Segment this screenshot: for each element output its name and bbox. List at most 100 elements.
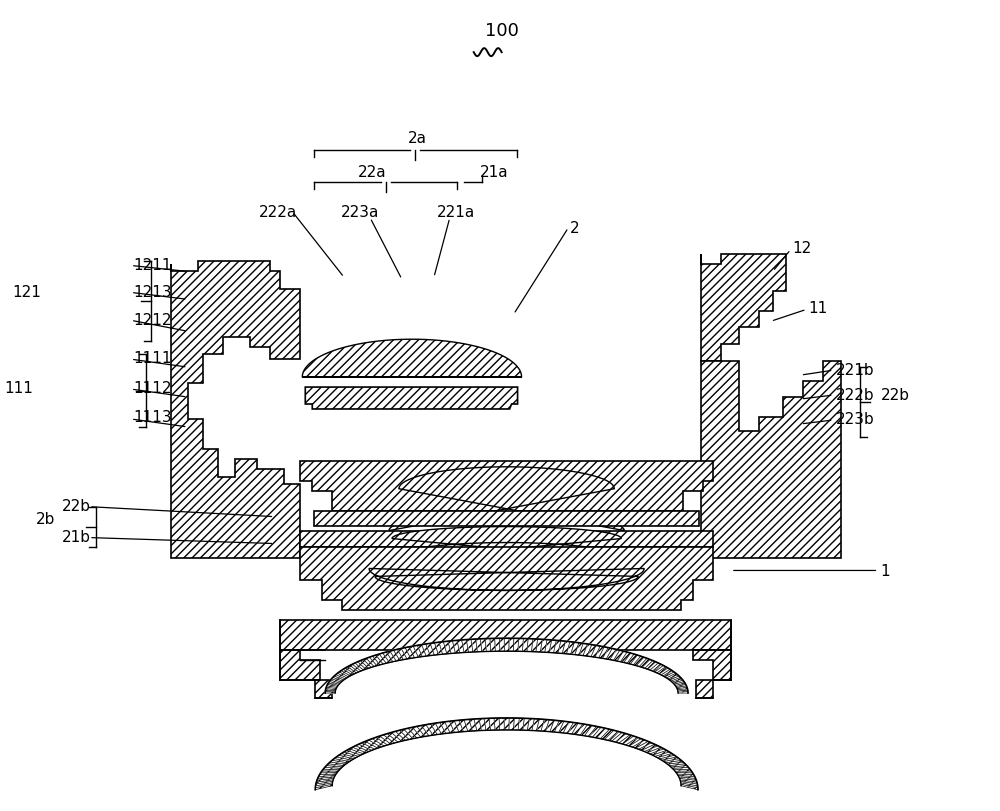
Polygon shape [639,659,650,667]
Polygon shape [632,740,648,749]
Polygon shape [701,255,786,362]
Polygon shape [645,661,656,669]
Polygon shape [336,755,354,760]
Polygon shape [315,784,332,790]
Polygon shape [659,668,670,675]
Polygon shape [647,747,664,754]
Polygon shape [680,780,697,784]
Polygon shape [550,720,559,732]
Polygon shape [678,692,688,693]
Polygon shape [485,639,491,652]
Polygon shape [454,720,463,732]
Polygon shape [662,757,679,762]
Polygon shape [345,667,356,674]
Polygon shape [562,642,570,654]
Polygon shape [325,692,335,693]
Polygon shape [595,646,604,658]
Polygon shape [596,728,610,739]
Polygon shape [317,777,334,780]
Polygon shape [636,658,647,667]
Polygon shape [513,638,519,651]
Polygon shape [499,638,504,651]
Polygon shape [457,640,464,653]
Polygon shape [369,656,380,666]
Polygon shape [300,531,713,547]
Polygon shape [323,767,341,770]
Polygon shape [417,726,429,736]
Text: 222b: 222b [836,387,874,402]
Text: 1: 1 [880,564,890,578]
Polygon shape [385,527,628,560]
Polygon shape [593,727,605,738]
Polygon shape [421,725,433,736]
Text: 221b: 221b [836,363,874,377]
Polygon shape [408,727,421,738]
Polygon shape [668,762,685,766]
Polygon shape [325,766,342,768]
Polygon shape [518,719,524,730]
Polygon shape [587,645,596,657]
Polygon shape [326,688,336,690]
Polygon shape [339,753,356,759]
Polygon shape [614,650,623,661]
Polygon shape [426,724,437,736]
Polygon shape [439,642,447,654]
Polygon shape [383,734,398,743]
Text: 100: 100 [485,22,519,41]
Polygon shape [661,669,672,676]
Polygon shape [536,719,544,732]
Polygon shape [652,664,663,672]
Polygon shape [362,741,378,749]
Polygon shape [359,743,375,750]
Polygon shape [300,547,713,611]
Polygon shape [413,646,422,658]
Text: 2b: 2b [36,512,55,526]
Polygon shape [657,753,674,759]
Text: 221a: 221a [437,205,475,220]
Polygon shape [352,746,369,753]
Text: 21b: 21b [62,530,91,544]
Polygon shape [650,663,661,672]
Polygon shape [471,639,477,652]
Polygon shape [474,719,481,731]
Polygon shape [673,680,684,684]
Polygon shape [352,663,363,672]
Polygon shape [405,647,414,659]
Polygon shape [509,718,514,730]
Polygon shape [334,675,345,680]
Polygon shape [305,388,518,410]
Polygon shape [610,650,620,660]
Polygon shape [676,684,686,688]
Polygon shape [325,690,335,692]
Polygon shape [639,743,655,750]
Polygon shape [584,726,596,736]
Text: 1212: 1212 [133,312,171,328]
Polygon shape [430,723,441,735]
Polygon shape [280,650,320,680]
Polygon shape [655,752,672,757]
Polygon shape [376,736,391,745]
Polygon shape [302,340,522,378]
Polygon shape [300,461,713,511]
Polygon shape [527,719,534,731]
Polygon shape [672,679,683,684]
Polygon shape [664,758,681,763]
Polygon shape [660,755,677,760]
Polygon shape [549,640,556,653]
Text: 21a: 21a [480,165,508,180]
Polygon shape [576,724,587,736]
Polygon shape [554,721,564,732]
Polygon shape [679,777,696,780]
Polygon shape [394,650,403,660]
Polygon shape [693,650,731,680]
Polygon shape [620,652,631,663]
Polygon shape [509,638,514,651]
Polygon shape [563,722,573,733]
Polygon shape [615,734,630,743]
Text: 223b: 223b [836,412,874,427]
Polygon shape [333,676,344,681]
Polygon shape [665,672,676,678]
Polygon shape [622,736,637,745]
Text: 22b: 22b [880,387,909,402]
Polygon shape [326,764,344,767]
